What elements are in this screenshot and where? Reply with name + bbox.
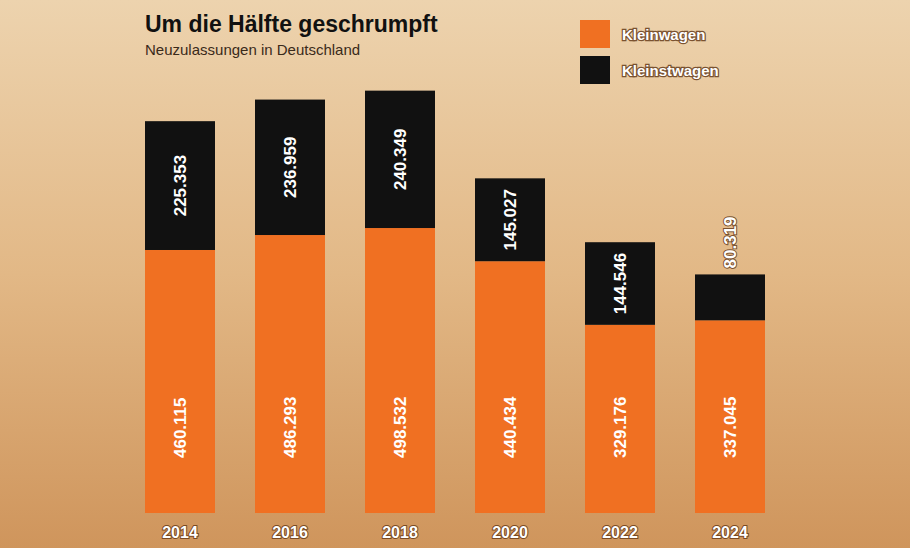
data-label: 144.546 [611,253,630,314]
x-tick-label: 2014 [162,524,198,541]
bar-segment [255,100,325,235]
data-labels: 460.115 225.353 486.293 236.959 498.532 240.3… [171,129,740,458]
bar-segment [585,242,655,325]
data-label: 460.115 [171,397,190,458]
legend-label: Kleinwagen [622,26,705,43]
bar-segment [145,121,215,250]
x-tick-label: 2020 [492,524,528,541]
x-tick-label: 2016 [272,524,308,541]
legend-swatch [580,56,610,84]
bar-segment [255,235,325,513]
bar-segment [475,261,545,513]
bar-segment [695,320,765,513]
background [0,0,910,548]
data-label: 80.319 [721,216,740,268]
x-axis: 2014 2016 2018 2020 2022 2024 [162,524,748,541]
data-label: 240.349 [391,129,410,190]
legend: Kleinwagen Kleinstwagen [580,20,719,84]
bar-segment [365,91,435,228]
data-label: 145.027 [501,189,520,250]
data-label: 337.045 [721,397,740,458]
data-label: 225.353 [171,155,190,216]
data-label: 329.176 [611,397,630,458]
legend-swatch [580,20,610,48]
bar-segment [145,250,215,513]
x-tick-label: 2022 [602,524,638,541]
data-label: 498.532 [391,397,410,458]
x-tick-label: 2024 [712,524,748,541]
title: Um die Hälfte geschrumpft [145,11,438,37]
bar-segment [365,228,435,513]
data-label: 236.959 [281,137,300,198]
bar-segment [585,325,655,513]
subtitle: Neuzulassungen in Deutschland [145,41,360,58]
legend-label: Kleinstwagen [622,62,719,79]
chart: Um die Hälfte geschrumpft Neuzulassungen … [0,0,910,548]
bar-segment [475,178,545,261]
data-label: 486.293 [281,397,300,458]
x-tick-label: 2018 [382,524,418,541]
data-label: 440.434 [501,396,520,458]
bar-segment [695,274,765,320]
bars [145,91,765,513]
